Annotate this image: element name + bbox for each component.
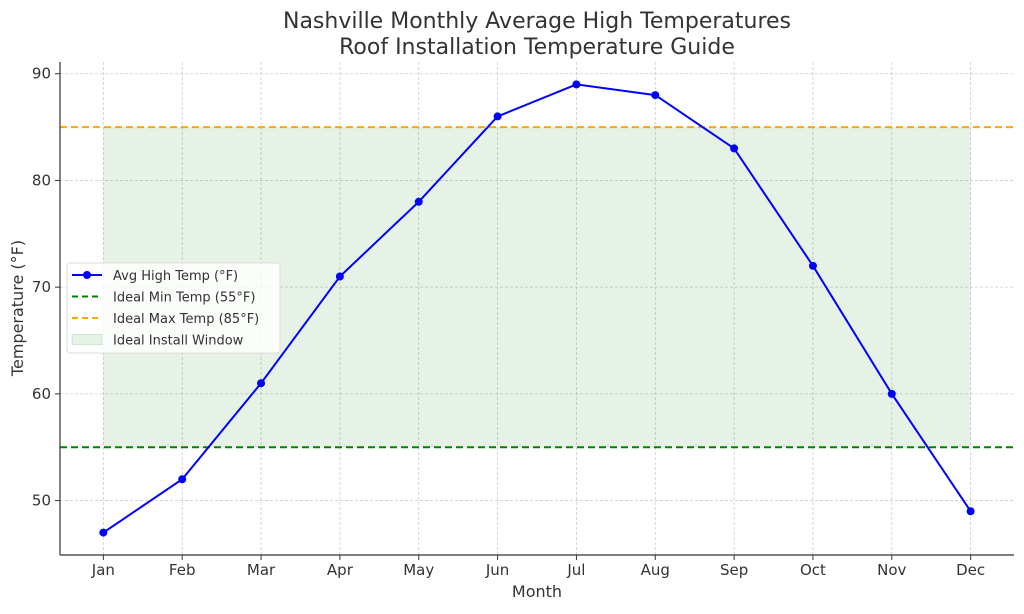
data-point [730, 144, 739, 153]
data-point [335, 272, 344, 281]
axes [55, 62, 1014, 560]
x-tick-label: May [403, 561, 434, 579]
legend-label: Avg High Temp (°F) [113, 269, 238, 284]
data-point [99, 528, 108, 537]
x-tick-label: Sep [720, 561, 748, 579]
legend: Avg High Temp (°F) Ideal Min Temp (55°F) I… [66, 262, 281, 354]
y-tick-label: 90 [32, 65, 51, 83]
data-point [493, 112, 502, 121]
tick-labels: Jan Feb Mar Apr May Jun Jul Aug Sep Oct Nov Dec 50 60… [32, 65, 985, 579]
legend-label: Ideal Max Temp (85°F) [113, 312, 259, 327]
data-point [651, 91, 660, 100]
data-point [257, 379, 266, 388]
x-tick-label: Feb [169, 561, 196, 579]
x-tick-label: Aug [641, 561, 670, 579]
chart-title: Nashville Monthly Average High Temperatu… [283, 9, 791, 34]
y-tick-label: 80 [32, 171, 51, 189]
x-tick-label: Jun [485, 561, 509, 579]
y-tick-label: 50 [32, 492, 51, 510]
legend-marker [83, 271, 91, 279]
x-tick-label: Nov [877, 561, 906, 579]
data-point [808, 261, 817, 270]
series-line [102, 83, 972, 534]
x-axis-label: Month [512, 582, 562, 601]
chart-subtitle: Roof Installation Temperature Guide [339, 35, 735, 60]
data-point [178, 475, 187, 484]
data-point [572, 80, 581, 89]
legend-label: Ideal Install Window [113, 334, 244, 349]
legend-label: Ideal Min Temp (55°F) [113, 291, 255, 306]
y-axis-label: Temperature (°F) [8, 240, 27, 377]
x-tick-label: Apr [327, 561, 354, 579]
legend-box [66, 262, 281, 354]
grid [60, 62, 1014, 555]
y-tick-label: 60 [32, 385, 51, 403]
data-point [887, 389, 896, 398]
x-tick-label: Oct [800, 561, 826, 579]
hlines-layer [60, 126, 1014, 449]
legend-patch-swatch [71, 334, 103, 345]
x-tick-label: Mar [247, 561, 276, 579]
data-point [414, 197, 423, 206]
x-tick-label: Jul [566, 561, 585, 579]
x-tick-label: Jan [91, 561, 115, 579]
series-layer [99, 80, 975, 537]
y-tick-label: 70 [32, 278, 51, 296]
x-tick-label: Dec [956, 561, 985, 579]
data-point [966, 507, 975, 516]
